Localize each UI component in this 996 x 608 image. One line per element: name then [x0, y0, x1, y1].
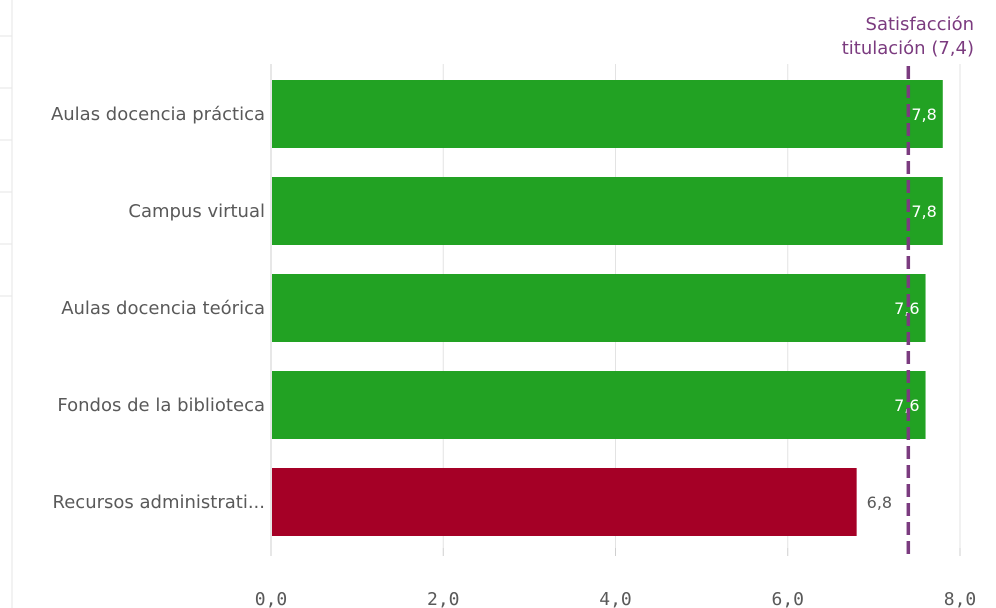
category-label: Recursos administrati...: [53, 492, 265, 513]
x-tick-label: 4,0: [599, 589, 632, 608]
x-tick-label: 0,0: [255, 589, 288, 608]
x-tick-label: 8,0: [944, 589, 977, 608]
bar[interactable]: [272, 80, 943, 148]
category-label: Campus virtual: [128, 201, 265, 222]
bar[interactable]: [272, 371, 926, 439]
value-label: 7,6: [894, 299, 919, 318]
value-label: 7,6: [894, 396, 919, 415]
reference-line-label: titulación (7,4): [842, 38, 974, 59]
bar[interactable]: [272, 177, 943, 245]
reference-line-label: Satisfacción: [866, 14, 974, 35]
category-label: Fondos de la biblioteca: [57, 395, 265, 416]
bar[interactable]: [272, 468, 857, 536]
category-label: Aulas docencia teórica: [61, 298, 265, 319]
category-label: Aulas docencia práctica: [51, 104, 265, 125]
value-label: 7,8: [911, 202, 936, 221]
bar[interactable]: [272, 274, 926, 342]
value-label: 7,8: [911, 105, 936, 124]
value-label: 6,8: [867, 493, 892, 512]
x-tick-label: 2,0: [427, 589, 460, 608]
x-tick-label: 6,0: [771, 589, 804, 608]
